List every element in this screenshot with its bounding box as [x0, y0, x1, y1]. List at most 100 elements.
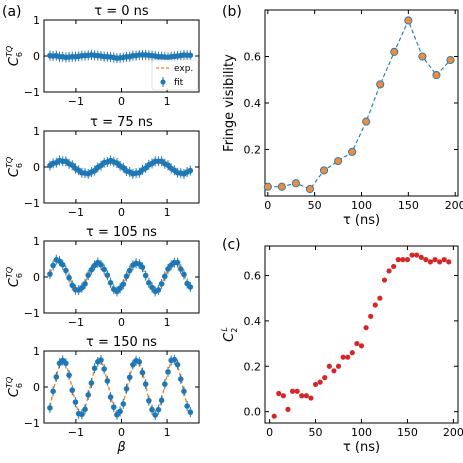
legend-point-swatch	[160, 79, 166, 85]
panel-a3-point	[63, 267, 69, 274]
panel-a4-point	[181, 388, 187, 395]
panel-c-point	[432, 257, 438, 263]
panel-a3-point	[56, 258, 63, 264]
panel-a4-point	[162, 381, 168, 387]
panel-b-point	[348, 147, 357, 156]
panel-a3-point	[120, 281, 127, 288]
panel-a4-ylabel: C6TQ	[5, 377, 24, 397]
panel-a3-point	[158, 281, 165, 287]
panel-b-point	[263, 182, 272, 191]
panel-c-xtick-label: 0	[266, 426, 273, 439]
panel-a2-ytick-label: 0	[33, 161, 40, 174]
panel-b-point	[446, 55, 455, 65]
panel-a1-xtick-label: −1	[68, 95, 84, 108]
panel-a4-point	[152, 412, 159, 418]
panel-a4-point	[47, 405, 53, 411]
panel-b-ylabel: Fringe visibility	[222, 54, 237, 152]
panel-c-point	[276, 390, 282, 397]
panel-a4-point	[136, 359, 143, 365]
legend-label-point: fit	[174, 78, 184, 88]
panel-a3-point	[187, 284, 194, 290]
panel-a4-point	[53, 374, 60, 380]
panel-a3-point	[50, 262, 56, 269]
panel-b-xtick-label: 0	[264, 199, 271, 212]
panel-a4-axes: −1 0 1 −1 0 1 τ = 150 ns C6TQ β	[5, 335, 200, 455]
panel-a4-xtick-label: −1	[68, 426, 84, 439]
panel-a4-point	[82, 406, 88, 413]
panel-c-point	[386, 268, 392, 274]
panel-a3-axes: −1 0 1 −1 0 1 τ = 105 ns C6TQ	[5, 225, 200, 329]
panel-a3-xtick-label: 1	[164, 316, 171, 329]
panel-c-point	[395, 257, 401, 263]
panel-a3-point	[69, 282, 76, 289]
panel-a3-point	[184, 280, 190, 287]
panel-b-point	[362, 117, 371, 126]
panel-a4-point	[66, 372, 72, 378]
panel-a3-xtick-label: 0	[118, 316, 125, 329]
panel-b-point	[418, 52, 427, 61]
panel-c-xlabel: τ (ns)	[343, 440, 380, 455]
panel-a2-axes: −1 0 1 −1 0 1 τ = 75 ns C6TQ	[5, 115, 200, 219]
panel-b-ytick-label: 0.6	[244, 51, 262, 64]
panel-b-frame	[264, 9, 459, 197]
panel-a4-ytick-label: −1	[24, 417, 40, 430]
panel-b-point	[432, 71, 441, 80]
panel-a4-point	[117, 408, 123, 415]
legend: exp. fit	[151, 59, 199, 91]
panel-a4-point	[187, 409, 194, 416]
panel-a3-point	[104, 272, 111, 279]
panel-a1-ylabel: C6TQ	[5, 46, 24, 66]
panel-a3-point	[98, 261, 104, 268]
panel-a4-title: τ = 150 ns	[86, 335, 157, 350]
panel-a3-point	[146, 279, 152, 286]
panel-a3-point	[165, 266, 171, 272]
panel-c-point	[285, 406, 291, 412]
panel-a3-point	[174, 259, 181, 266]
panel-a4-point	[110, 404, 117, 410]
panel-a4-point	[63, 360, 69, 367]
panel-c-xtick-label: 150	[397, 426, 418, 439]
panel-c-point	[368, 313, 374, 319]
panel-label-c: (c)	[222, 237, 241, 253]
panel-a4-point	[139, 369, 146, 376]
panel-b-point	[376, 80, 385, 89]
panel-c-point	[349, 350, 355, 356]
panel-b-xtick-label: 100	[351, 199, 372, 212]
panel-label-b: (b)	[222, 4, 242, 20]
panel-c-point	[312, 381, 319, 388]
panel-a1-title: τ = 0 ns	[94, 4, 149, 19]
panel-a2-xtick-label: −1	[68, 206, 84, 219]
panel-c-xtick-label: 200	[443, 426, 463, 439]
panel-a1-ytick-label: −1	[24, 86, 40, 99]
panel-a3-point	[79, 285, 85, 291]
panel-a2-point	[187, 167, 194, 174]
panel-a4-point	[149, 406, 155, 413]
panel-a4-point	[142, 381, 149, 387]
panel-a4-point	[50, 388, 56, 395]
panel-a4-series-line	[49, 357, 191, 417]
panel-a1-ytick-label: 0	[33, 50, 40, 63]
panel-a1-point	[187, 52, 194, 59]
panel-a3-point	[177, 266, 184, 272]
panel-a4-xtick-label: 0	[118, 426, 125, 439]
panel-a4-point	[91, 365, 98, 372]
panel-c-ytick-label: 0.2	[244, 360, 262, 373]
panel-c-point	[409, 252, 415, 258]
panel-a1-axes: −1 0 1 −1 0 1 τ = 0 ns C6TQ exp. fit	[5, 4, 200, 108]
panel-b-xtick-label: 200	[445, 199, 463, 212]
panel-c-point	[322, 375, 328, 381]
legend-label-line: exp.	[174, 64, 193, 74]
panel-c-point	[377, 295, 383, 301]
panel-a2-title: τ = 75 ns	[90, 115, 153, 130]
panel-a3-title: τ = 105 ns	[86, 225, 157, 240]
panel-a4-point	[85, 392, 92, 398]
panel-c-point	[326, 363, 332, 369]
panel-c-point	[446, 259, 452, 265]
panel-c-xtick-label: 50	[309, 426, 323, 439]
panel-a3-point	[149, 284, 155, 291]
panel-a3-point	[181, 271, 187, 278]
panel-a3-point	[82, 281, 88, 287]
panel-c-point	[354, 340, 360, 347]
panel-a4-point	[146, 397, 152, 404]
panel-a3-ytick-label: 1	[33, 235, 40, 248]
